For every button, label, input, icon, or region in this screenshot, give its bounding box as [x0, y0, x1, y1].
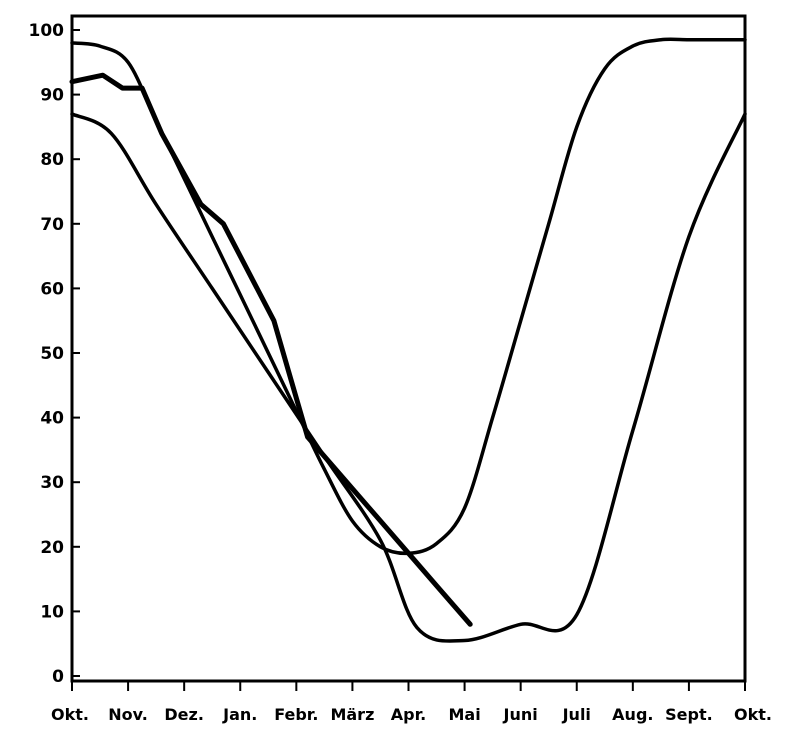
y-tick-label: 70: [40, 215, 64, 235]
x-tick-label: Okt.: [51, 705, 89, 724]
y-tick-label: 80: [40, 150, 64, 170]
y-tick-label: 30: [40, 473, 64, 493]
series-line-2: [70, 112, 747, 643]
y-tick-label: 50: [40, 344, 64, 364]
x-tick-label: Aug.: [612, 705, 653, 724]
x-tick-label: Nov.: [108, 705, 148, 724]
series-line-1: [69, 72, 473, 627]
y-tick-label: 100: [29, 21, 65, 41]
x-tick-label: Juli: [562, 705, 591, 724]
y-tick-label: 40: [40, 409, 64, 429]
series-layer: [69, 37, 747, 643]
x-tick-label: Jan.: [222, 705, 257, 724]
x-tick-label: Okt.: [734, 705, 772, 724]
x-axis: Okt. Nov. Dez. Jan. Febr. März Apr. Mai Juni Juli…: [51, 681, 772, 724]
x-tick-label: Dez.: [164, 705, 204, 724]
x-tick-label: März: [330, 705, 374, 724]
y-tick-label: 60: [40, 279, 64, 299]
x-tick-label: Apr.: [391, 705, 427, 724]
x-tick-label: Febr.: [274, 705, 318, 724]
x-tick-label: Sept.: [665, 705, 713, 724]
y-tick-label: 0: [52, 667, 64, 687]
y-tick-label: 10: [40, 602, 64, 622]
x-tick-label: Juni: [503, 705, 538, 724]
y-tick-label: 90: [40, 86, 64, 106]
y-tick-label: 20: [40, 538, 64, 558]
x-tick-label: Mai: [448, 705, 480, 724]
y-axis: 0 10 20 30 40 50 60 70 80 90 100: [29, 21, 80, 687]
